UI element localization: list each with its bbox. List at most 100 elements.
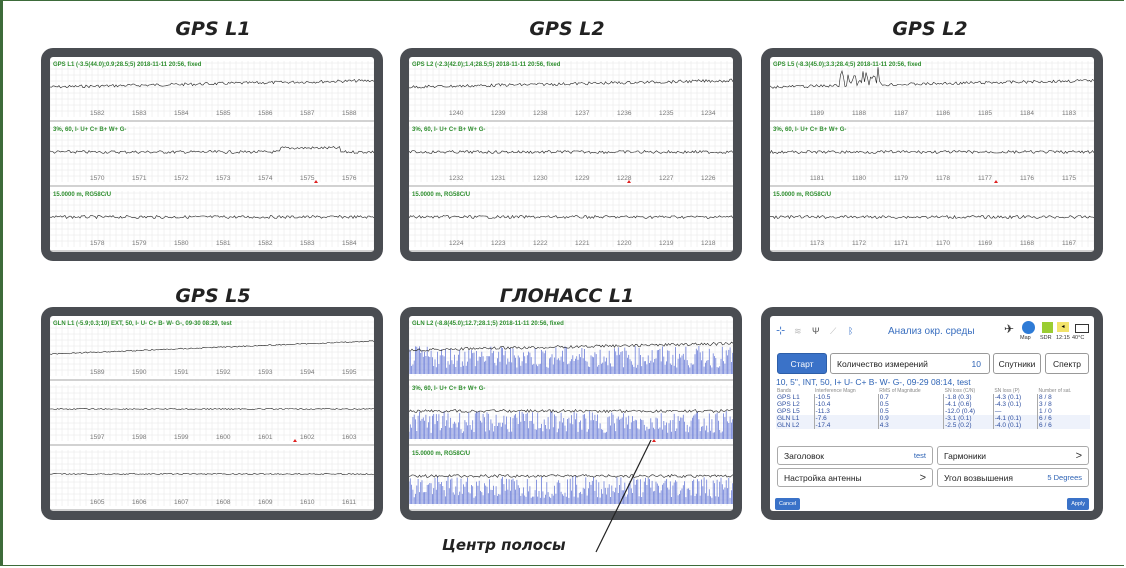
start-button[interactable]: Старт: [777, 353, 827, 374]
table-cell: GPS L2: [777, 401, 800, 408]
axis-tick-label: 1599: [174, 434, 189, 441]
header-setting[interactable]: Заголовок test: [777, 446, 933, 465]
table-cell: -10.5: [813, 394, 879, 401]
axis-tick-label: 1228: [617, 175, 632, 182]
table-cell: -4.1 (0.6): [943, 401, 994, 408]
satellite-icon[interactable]: ✈: [1004, 322, 1015, 336]
axis-tick-label: 1588: [342, 110, 357, 117]
spectrum-trace: [409, 341, 733, 352]
axis-tick-label: 1173: [810, 240, 824, 247]
band-center-marker: [652, 439, 656, 442]
chevron-right-icon: >: [919, 471, 926, 484]
title-gps-l2-b: GPS L2: [892, 18, 968, 40]
axis-tick-label: 1240: [449, 110, 464, 117]
axis-tick-label: 1235: [659, 110, 674, 117]
spectrum-trace: [50, 340, 374, 355]
harmonics-setting[interactable]: Гармоники >: [937, 446, 1089, 465]
axis-tick-label: 1593: [258, 369, 273, 376]
measure-count-field[interactable]: Количество измерений 10: [830, 353, 990, 374]
axis-tick-label: 1184: [1020, 110, 1034, 117]
spectrum-screen: GPS L2 (-2.3(42.0);1.4;28.5;5) 2018-11-1…: [409, 57, 733, 252]
axis-tick-label: 1584: [342, 240, 357, 247]
axis-tick-label: 1238: [533, 110, 548, 117]
table-cell: -4.3 (0.1): [992, 394, 1038, 401]
header-setting-label: Заголовок: [784, 450, 824, 461]
network-icon[interactable]: ⊹: [776, 325, 786, 337]
spectrum-plot: GLN L1 (-5.9;0.3;10) EXT, 50, I- U- C+ B…: [50, 320, 374, 511]
table-row: GLN L2 -17.4 4.3 -2.5 (0.2) -4.0 (0.1) 6 / 6: [776, 422, 1090, 429]
spectrum-trace: [409, 214, 733, 220]
measure-count-value: 10: [971, 358, 981, 369]
table-cell: -11.3: [813, 408, 879, 415]
control-screen: ⊹ ≋ Ψ ⟋ ᛒ Анализ окр. среды ✈ Map SDR ◂ …: [770, 316, 1094, 511]
axis-tick-label: 1592: [216, 369, 231, 376]
apply-button[interactable]: Apply: [1067, 498, 1089, 510]
axis-tick-label: 1581: [216, 240, 231, 247]
table-cell: -4.3 (0.1): [992, 401, 1038, 408]
sdr-icon[interactable]: [1042, 322, 1053, 333]
table-cell: -7.6: [813, 415, 879, 422]
axis-tick-label: 1221: [575, 240, 590, 247]
spectrum-trace: [770, 67, 1094, 89]
title-gps-l5: GPS L5: [175, 285, 251, 307]
device-control: ⊹ ≋ Ψ ⟋ ᛒ Анализ окр. среды ✈ Map SDR ◂ …: [761, 307, 1103, 520]
signal-icon[interactable]: ⟋: [830, 326, 837, 336]
antenna-label: Настройка антенны: [784, 472, 862, 483]
axis-tick-label: 1236: [617, 110, 632, 117]
axis-tick-label: 1232: [449, 175, 464, 182]
axis-tick-label: 1598: [132, 434, 147, 441]
axis-tick-label: 1239: [491, 110, 506, 117]
axis-tick-label: 1219: [659, 240, 674, 247]
bluetooth-icon[interactable]: ᛒ: [848, 326, 854, 336]
device-gps-l2-b: GPS L5 (-8.3(45.0);3.3;28.4;5) 2018-11-1…: [761, 48, 1103, 261]
axis-tick-label: 1603: [342, 434, 357, 441]
row-label: 15.0000 m, RG58C/U: [412, 192, 470, 198]
axis-tick-label: 1227: [659, 175, 674, 182]
band-center-annotation: Центр полосы: [442, 536, 566, 554]
col-rms: RMS of Magnitude: [879, 388, 921, 394]
table-cell: 0.7: [877, 394, 944, 401]
spectrum-button[interactable]: Спектр: [1045, 353, 1089, 374]
axis-tick-label: 1602: [300, 434, 315, 441]
axis-tick-label: 1582: [258, 240, 273, 247]
axis-tick-label: 1589: [90, 369, 105, 376]
row-label: 3%, 60, I- U+ C+ B+ W+ G-: [53, 127, 126, 133]
control-title: Анализ окр. среды: [888, 326, 975, 337]
axis-tick-label: 1172: [852, 240, 866, 247]
axis-tick-label: 1175: [1062, 175, 1076, 182]
antenna-setting[interactable]: Настройка антенны >: [777, 468, 933, 487]
axis-tick-label: 1591: [174, 369, 189, 376]
spectrum-trace: [409, 408, 733, 414]
sdr-label: SDR: [1040, 335, 1052, 341]
axis-tick-label: 1597: [90, 434, 105, 441]
table-cell: 3 / 8: [1037, 401, 1090, 408]
elevation-setting[interactable]: Угол возвышения 5 Degrees: [937, 468, 1089, 487]
results-table: Bands Interference Magn RMS of Magnitude…: [776, 388, 1090, 429]
spectrum-screen: GPS L1 (-3.5(44.0);0.9;28.5;5) 2018-11-1…: [50, 57, 374, 252]
table-cell: GPS L5: [777, 408, 800, 415]
table-cell: -2.5 (0.2): [943, 422, 994, 429]
satellites-button[interactable]: Спутники: [993, 353, 1041, 374]
axis-tick-label: 1178: [936, 175, 950, 182]
table-cell: -4.1 (0.1): [992, 415, 1038, 422]
axis-tick-label: 1181: [810, 175, 824, 182]
cancel-button[interactable]: Cancel: [775, 498, 801, 510]
axis-tick-label: 1218: [701, 240, 716, 247]
spectrum-trace: [409, 78, 733, 89]
row-label: GPS L1 (-3.5(44.0);0.9;28.5;5) 2018-11-1…: [53, 62, 202, 68]
spectrum-trace: [50, 215, 374, 220]
axis-tick-label: 1177: [978, 175, 992, 182]
elevation-value: 5 Degrees: [1047, 473, 1082, 482]
wifi-icon[interactable]: ≋: [794, 326, 802, 336]
speaker-icon[interactable]: ◂: [1057, 322, 1069, 332]
axis-tick-label: 1230: [533, 175, 548, 182]
axis-tick-label: 1582: [90, 110, 105, 117]
globe-icon[interactable]: [1022, 321, 1035, 334]
table-cell: -12.0 (0.4): [943, 408, 994, 415]
antenna-icon[interactable]: Ψ: [812, 326, 820, 336]
measure-count-label: Количество измерений: [837, 358, 928, 369]
col-sn-loss-p: SN loss (P): [994, 388, 1020, 394]
spectrum-plot: GPS L2 (-2.3(42.0);1.4;28.5;5) 2018-11-1…: [409, 61, 733, 252]
axis-tick-label: 1584: [174, 110, 189, 117]
